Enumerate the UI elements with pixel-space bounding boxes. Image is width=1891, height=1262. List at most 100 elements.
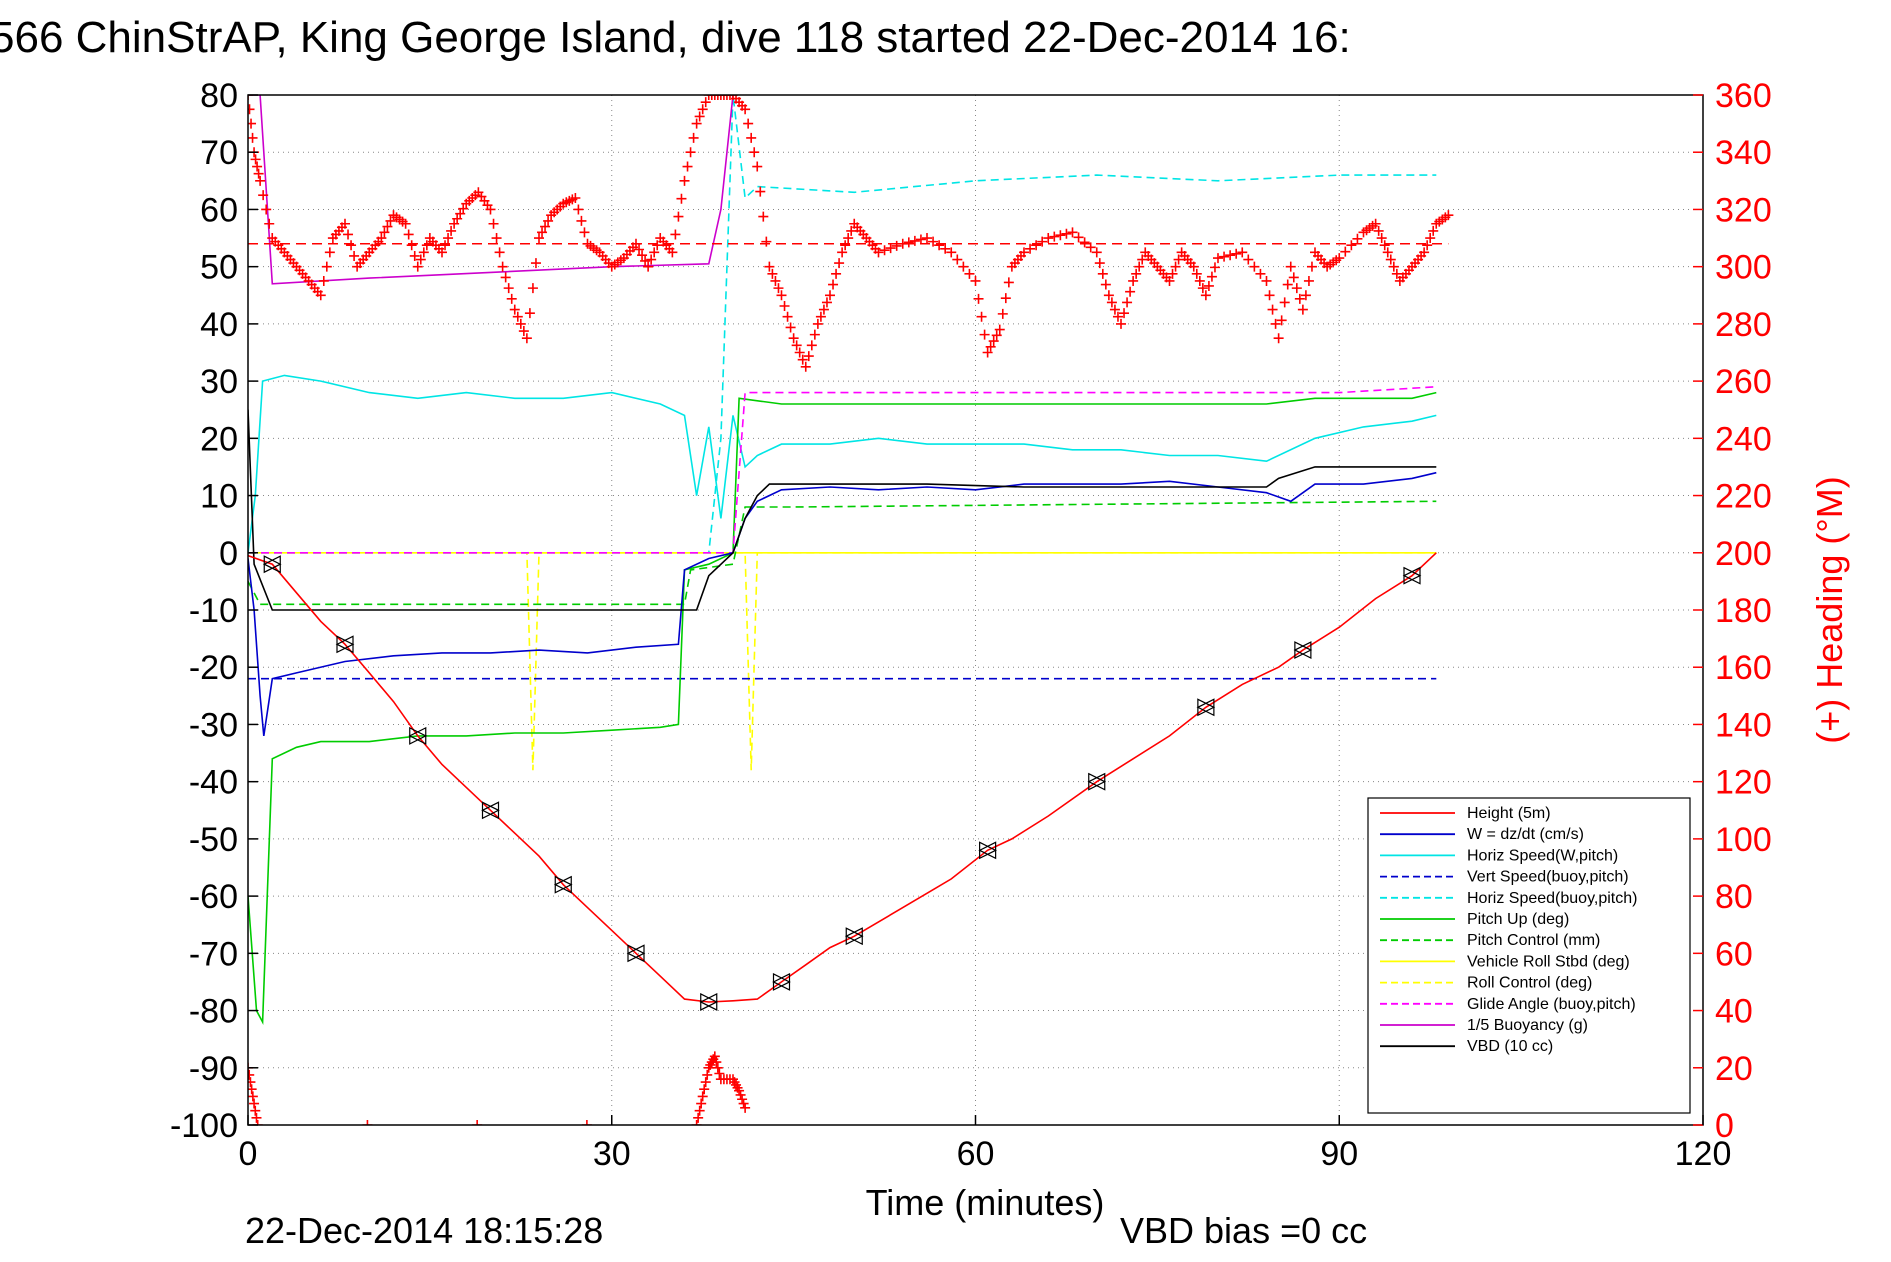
x-tick-label: 90 bbox=[1320, 1135, 1358, 1173]
heading-point bbox=[737, 1094, 748, 1105]
series-pitch-ctl bbox=[248, 500, 1437, 606]
legend-label: Vehicle Roll Stbd (deg) bbox=[1467, 953, 1630, 970]
heading-point bbox=[346, 240, 357, 251]
y-tick-label: 70 bbox=[200, 134, 238, 172]
heading-point bbox=[1031, 240, 1042, 251]
heading-point bbox=[679, 175, 690, 186]
heading-point bbox=[988, 336, 999, 347]
heading-point bbox=[693, 1112, 704, 1123]
y-right-tick-label: 240 bbox=[1715, 420, 1772, 458]
heading-point bbox=[1385, 254, 1396, 265]
legend-label: Horiz Speed(W,pitch) bbox=[1467, 847, 1618, 864]
heading-point bbox=[1091, 247, 1102, 258]
heading-point bbox=[1085, 242, 1096, 253]
heading-point bbox=[764, 261, 775, 272]
chart-title: 566 ChinStrAP, King George Island, dive … bbox=[0, 13, 1351, 62]
heading-point bbox=[1391, 268, 1402, 279]
heading-point bbox=[1003, 277, 1014, 288]
heading-point bbox=[696, 1098, 707, 1109]
heading-point bbox=[455, 208, 466, 219]
y-tick-label: -10 bbox=[189, 592, 238, 630]
depth-marker-left bbox=[699, 993, 718, 1011]
heading-point bbox=[809, 329, 820, 340]
heading-point bbox=[1103, 290, 1114, 301]
heading-point bbox=[1376, 233, 1387, 244]
heading-point bbox=[258, 190, 269, 201]
y-tick-label: -80 bbox=[189, 993, 238, 1031]
heading-point bbox=[837, 247, 848, 258]
heading-point bbox=[721, 95, 732, 100]
heading-point bbox=[682, 161, 693, 172]
heading-point bbox=[340, 218, 350, 229]
heading-point bbox=[964, 268, 975, 279]
heading-point bbox=[530, 258, 541, 269]
heading-point bbox=[806, 340, 817, 351]
heading-point bbox=[1073, 232, 1084, 243]
heading-point bbox=[1297, 304, 1308, 315]
heading-point bbox=[694, 1105, 705, 1116]
heading-point bbox=[928, 236, 939, 247]
heading-point bbox=[1167, 268, 1178, 279]
heading-point bbox=[1049, 231, 1060, 242]
heading-point bbox=[1094, 258, 1105, 269]
heading-point bbox=[1164, 275, 1175, 286]
heading-point bbox=[740, 1102, 751, 1113]
heading-point bbox=[934, 240, 945, 251]
heading-point bbox=[1273, 333, 1284, 344]
heading-point bbox=[1306, 261, 1317, 272]
heading-point bbox=[773, 283, 784, 294]
heading-point bbox=[1428, 225, 1439, 236]
y-axis-left: 80 70 60 50 40 30 20 10 0 -10 -20 -30 -40 -50 -60 -70 -8… bbox=[170, 77, 258, 1145]
heading-point bbox=[1282, 279, 1293, 290]
heading-point bbox=[1037, 236, 1048, 247]
heading-point bbox=[825, 290, 835, 301]
heading-point bbox=[712, 95, 723, 100]
heading-point bbox=[382, 221, 393, 232]
heading-point bbox=[521, 333, 532, 344]
depth-marker-left bbox=[335, 635, 354, 654]
heading-point bbox=[509, 304, 520, 315]
heading-point bbox=[497, 261, 508, 272]
heading-point bbox=[994, 324, 1005, 335]
heading-point bbox=[712, 1062, 723, 1073]
heading-point bbox=[631, 238, 641, 249]
heading-point bbox=[1237, 247, 1248, 258]
heading-point bbox=[634, 244, 645, 255]
legend-label: Roll Control (deg) bbox=[1467, 975, 1592, 992]
heading-point bbox=[1188, 261, 1199, 272]
heading-point bbox=[685, 147, 696, 158]
y-right-tick-label: 200 bbox=[1715, 535, 1772, 573]
heading-point bbox=[1209, 262, 1220, 273]
heading-point bbox=[491, 233, 502, 244]
heading-point bbox=[979, 329, 990, 340]
y-right-tick-label: 0 bbox=[1715, 1107, 1734, 1145]
heading-point bbox=[385, 215, 396, 226]
y-right-tick-label: 360 bbox=[1715, 77, 1772, 115]
y-right-tick-label: 220 bbox=[1715, 478, 1772, 516]
heading-point bbox=[1370, 218, 1381, 229]
heading-point bbox=[503, 283, 514, 294]
heading-point bbox=[714, 1068, 725, 1079]
heading-point bbox=[734, 1085, 745, 1096]
heading-point bbox=[248, 1069, 255, 1080]
y-right-tick-label: 340 bbox=[1715, 134, 1772, 172]
heading-point bbox=[573, 204, 584, 215]
heading-point bbox=[697, 104, 708, 115]
heading-point bbox=[958, 261, 969, 272]
heading-point bbox=[1340, 246, 1351, 257]
heading-point bbox=[873, 247, 884, 258]
heading-point bbox=[812, 318, 823, 329]
heading-point bbox=[324, 247, 335, 258]
heading-point bbox=[673, 211, 684, 222]
series-roll-ctl bbox=[248, 552, 1437, 771]
heading-point bbox=[643, 261, 654, 272]
heading-point bbox=[1000, 293, 1011, 304]
y-right-tick-label: 260 bbox=[1715, 363, 1772, 401]
heading-point bbox=[1261, 275, 1272, 286]
x-axis-label: Time (minutes) bbox=[866, 1182, 1105, 1223]
heading-point bbox=[738, 1098, 749, 1109]
heading-point bbox=[709, 1051, 720, 1062]
heading-point bbox=[1200, 290, 1211, 301]
heading-point bbox=[253, 168, 264, 179]
depth-marker-left bbox=[978, 841, 997, 860]
